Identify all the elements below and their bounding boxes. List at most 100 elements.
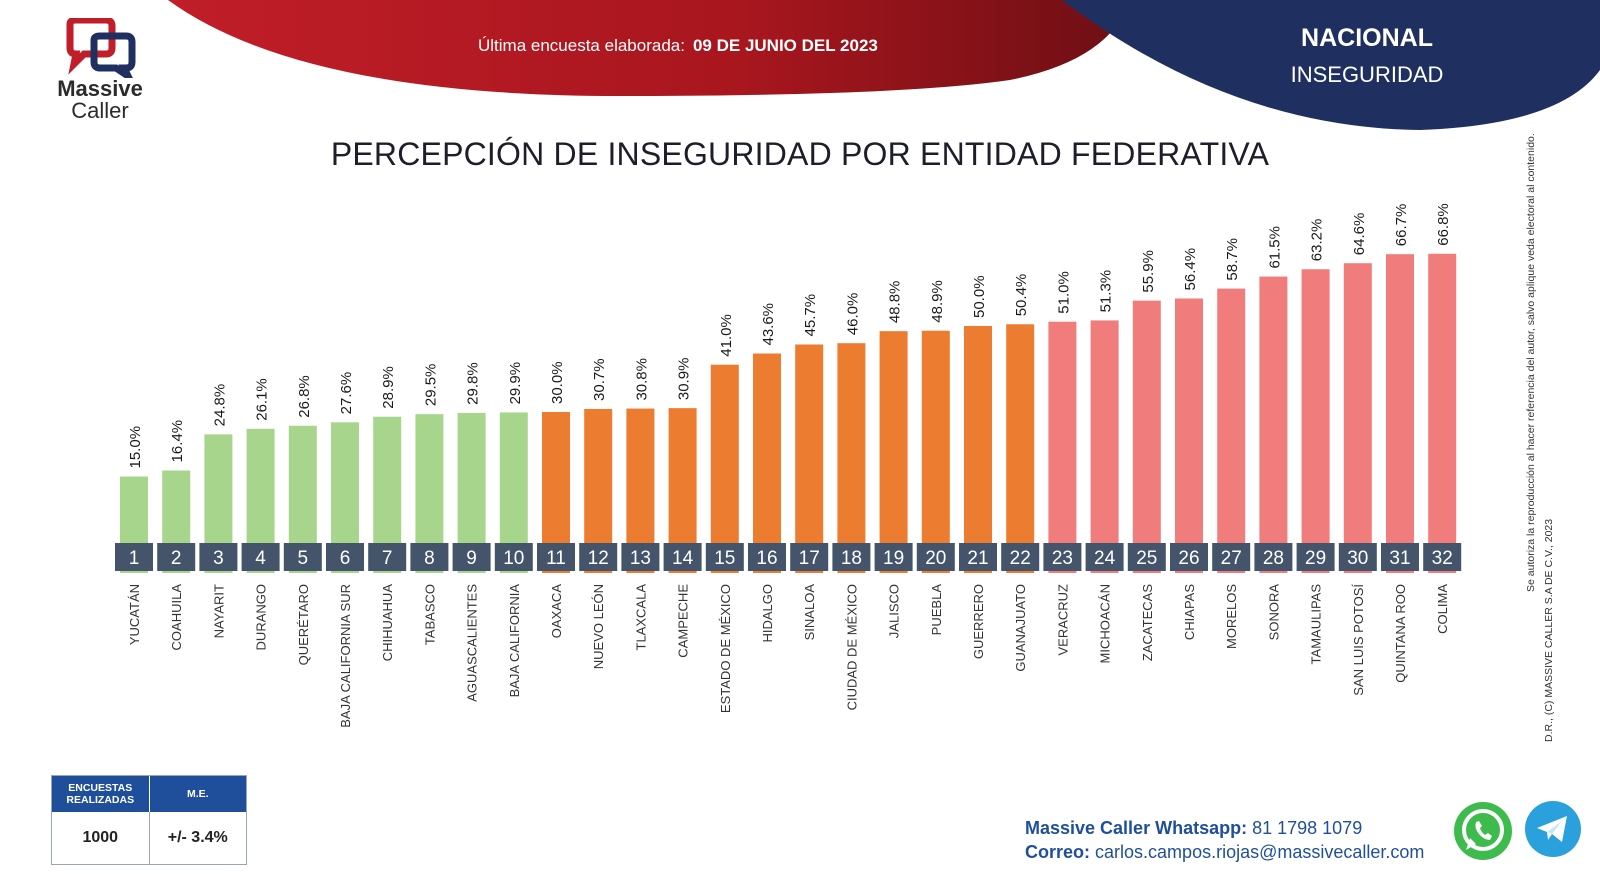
rank-box — [748, 543, 786, 571]
rank-box — [494, 543, 533, 571]
rank-label: 20 — [925, 548, 946, 569]
category-label: MICHOACÁN — [1098, 584, 1113, 663]
rank-label: 16 — [756, 548, 777, 569]
bar — [964, 326, 992, 573]
brand-name-line2: Caller — [71, 98, 129, 123]
rank-label: 30 — [1347, 548, 1368, 569]
rank-label: 23 — [1052, 548, 1073, 569]
category-label: TABASCO — [422, 584, 437, 645]
rank-box — [537, 543, 575, 571]
value-label: 66.8% — [1435, 203, 1452, 246]
category-label: QUERÉTARO — [296, 584, 311, 665]
bar — [1301, 269, 1330, 573]
category-label: SONORA — [1266, 584, 1281, 641]
value-label: 24.8% — [211, 384, 228, 427]
rank-box — [874, 543, 913, 571]
category-label: NUEVO LEÓN — [591, 584, 606, 669]
rank-label: 25 — [1136, 548, 1157, 569]
telegram-icon[interactable] — [1524, 800, 1582, 858]
rank-label: 3 — [213, 548, 224, 569]
bar — [1386, 254, 1414, 573]
rank-label: 17 — [799, 548, 820, 569]
rank-box — [579, 543, 618, 571]
scope-title: NACIONAL — [1301, 24, 1433, 52]
value-label: 45.7% — [802, 294, 819, 337]
category-label: SINALOA — [802, 584, 817, 641]
category-label: PUEBLA — [929, 584, 944, 636]
category-label: ZACATECAS — [1140, 584, 1155, 661]
topic-subtitle: INSEGURIDAD — [1290, 62, 1444, 87]
value-label: 15.0% — [127, 426, 144, 469]
bar — [753, 353, 781, 573]
surveys-header: ENCUESTAS REALIZADAS — [66, 782, 135, 806]
rank-label: 27 — [1221, 548, 1242, 569]
rank-box — [115, 543, 153, 571]
bar — [1217, 288, 1246, 573]
email-label: Correo: — [1025, 842, 1091, 862]
rank-box — [916, 543, 955, 571]
rank-box — [1085, 543, 1124, 571]
category-label: BAJA CALIFORNIA SUR — [338, 584, 353, 728]
rank-box — [283, 543, 322, 571]
rank-box — [241, 543, 280, 571]
category-label: AGUASCALIENTES — [465, 584, 480, 702]
value-label: 29.5% — [422, 364, 439, 407]
bar — [1343, 263, 1372, 573]
rank-box — [959, 543, 997, 571]
rank-label: 5 — [298, 548, 309, 569]
rank-label: 22 — [1010, 548, 1031, 569]
category-label: OAXACA — [549, 584, 564, 639]
rank-box — [368, 543, 407, 571]
value-label: 58.7% — [1224, 238, 1241, 281]
value-label: 51.3% — [1098, 270, 1115, 313]
category-label: TAMAULIPAS — [1309, 584, 1324, 665]
rank-box — [452, 543, 491, 571]
email-link[interactable]: carlos.campos.riojas@massivecaller.com — [1095, 842, 1425, 862]
rank-label: 21 — [967, 548, 988, 569]
rank-label: 26 — [1178, 548, 1199, 569]
value-label: 30.9% — [676, 358, 693, 401]
rank-label: 28 — [1263, 548, 1284, 569]
category-label: COLIMA — [1435, 584, 1450, 634]
rank-box — [326, 543, 364, 571]
value-label: 48.9% — [929, 280, 946, 323]
surveys-value: 1000 — [82, 829, 119, 846]
bar — [1428, 253, 1457, 573]
category-label: TLAXCALA — [633, 584, 648, 651]
rank-label: 11 — [546, 548, 566, 569]
rank-label: 32 — [1432, 548, 1453, 569]
category-label: CAMPECHE — [676, 584, 691, 658]
value-label: 30.8% — [633, 358, 650, 401]
value-label: 26.8% — [296, 375, 313, 418]
header-banner — [168, 0, 1600, 130]
category-label: COAHUILA — [169, 584, 184, 651]
rank-label: 10 — [503, 548, 524, 569]
rank-box — [1254, 543, 1293, 571]
bar — [710, 364, 739, 573]
brand-name-line1: Massive — [57, 76, 143, 101]
bar — [1175, 298, 1203, 573]
rank-box — [790, 543, 829, 571]
category-label: BAJA CALIFORNIA — [507, 584, 522, 698]
category-label: QUINTANA ROO — [1393, 584, 1408, 683]
rank-box — [157, 543, 196, 571]
navy-banner-shape — [1062, 0, 1600, 130]
legal-line-2: Se autoriza la reproducción al hacer ref… — [1525, 133, 1537, 592]
brand-logo: Massive Caller — [40, 16, 160, 128]
rank-label: 14 — [672, 548, 694, 569]
rank-label: 15 — [714, 548, 735, 569]
value-label: 56.4% — [1182, 248, 1199, 291]
rank-label: 18 — [841, 548, 862, 569]
whatsapp-number[interactable]: 81 1798 1079 — [1252, 818, 1363, 838]
category-label: DURANGO — [254, 584, 269, 650]
rank-box — [1170, 543, 1208, 571]
bar — [879, 331, 908, 573]
category-label: JALISCO — [887, 584, 902, 638]
bar — [1006, 324, 1035, 573]
whatsapp-icon[interactable] — [1452, 800, 1514, 862]
rank-box — [832, 543, 871, 571]
legal-line-1: D.R., (C) MASSIVE CALLER S.A DE C.V., 20… — [1543, 518, 1555, 742]
red-banner-shape — [168, 0, 1130, 96]
rank-label: 8 — [424, 548, 435, 569]
